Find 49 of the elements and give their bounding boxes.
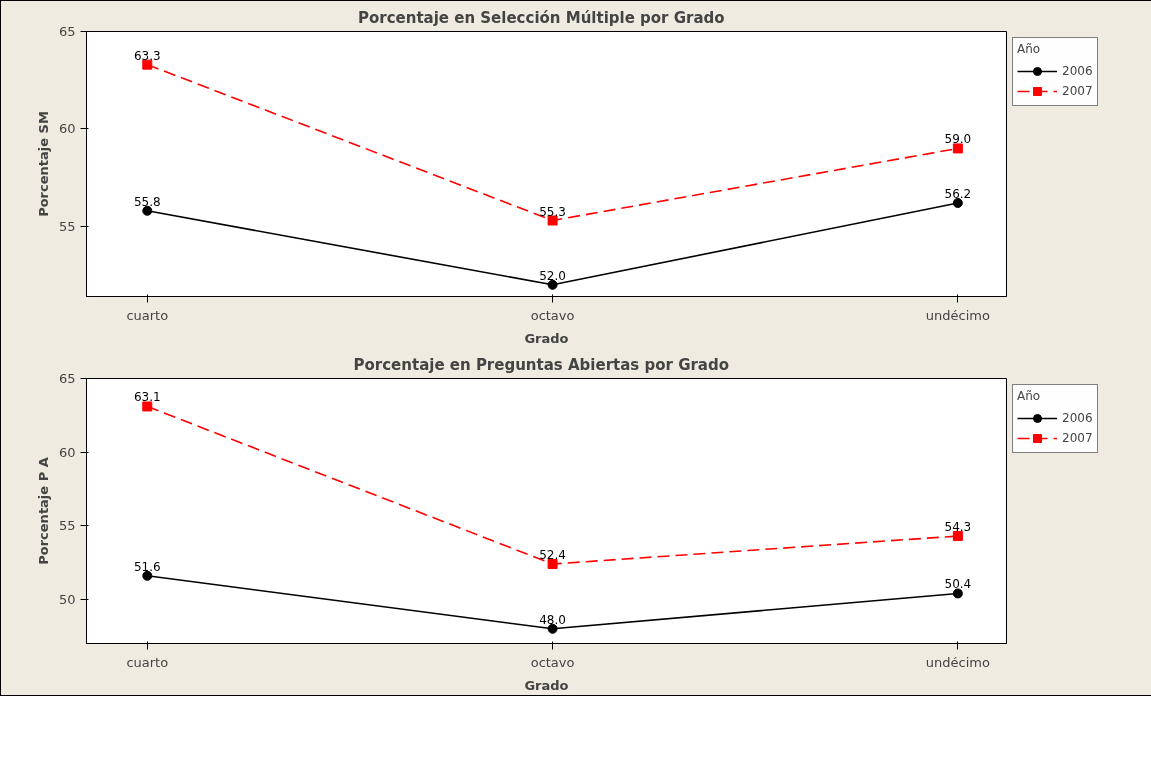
data-label: 51.6 — [133, 559, 161, 574]
point — [547, 215, 558, 226]
x-tick-label: octavo — [530, 307, 575, 323]
point — [952, 588, 963, 599]
data-label: 50.4 — [944, 577, 972, 592]
y-tick-label: 65 — [58, 371, 76, 386]
point — [142, 59, 153, 70]
y-axis-title: Porcentaje SM — [35, 111, 51, 217]
legend-label: 2006 — [1062, 64, 1093, 78]
point — [142, 205, 153, 216]
x-axis-title: Grado — [524, 330, 569, 346]
y-tick-label: 60 — [58, 121, 76, 137]
data-label: 54.3 — [944, 520, 972, 535]
legend-label: 2006 — [1062, 411, 1093, 425]
data-label: 48.0 — [539, 612, 566, 627]
x-tick-label: undécimo — [925, 307, 990, 323]
data-label: 52.0 — [539, 268, 566, 283]
x-tick-label: cuarto — [126, 307, 169, 323]
data-label: 55.3 — [539, 204, 566, 219]
data-label: 56.2 — [944, 186, 972, 201]
y-axis-title: Porcentaje P A — [35, 457, 51, 565]
data-label: 55.8 — [133, 194, 161, 209]
point — [952, 143, 963, 154]
y-tick-label: 55 — [58, 518, 76, 534]
chart-title: Porcentaje en Selección Múltiple por Grado — [357, 8, 725, 27]
y-tick-label: 65 — [58, 24, 76, 39]
y-tick-label: 55 — [58, 218, 76, 234]
x-tick-label: octavo — [530, 654, 575, 670]
chart-title: Porcentaje en Preguntas Abiertas por Grado — [353, 355, 730, 374]
legend-label: 2007 — [1062, 84, 1093, 98]
data-label: 59.0 — [944, 132, 972, 147]
data-label: 52.4 — [539, 548, 566, 562]
y-tick-label: 50 — [58, 591, 76, 607]
point — [952, 531, 963, 542]
legend-title: Año — [1017, 42, 1042, 56]
point — [547, 623, 558, 634]
data-label: 63.3 — [133, 48, 161, 63]
point — [142, 570, 153, 581]
point — [142, 401, 153, 412]
point — [547, 279, 558, 290]
x-tick-label: undécimo — [925, 654, 990, 670]
point — [547, 559, 558, 569]
y-tick-label: 60 — [58, 444, 76, 460]
legend-label: 2007 — [1062, 431, 1093, 445]
x-tick-label: cuarto — [126, 654, 169, 670]
x-axis-title: Grado — [524, 677, 569, 693]
point — [952, 197, 963, 208]
data-label: 63.1 — [133, 390, 161, 405]
legend-title: Año — [1017, 389, 1042, 403]
